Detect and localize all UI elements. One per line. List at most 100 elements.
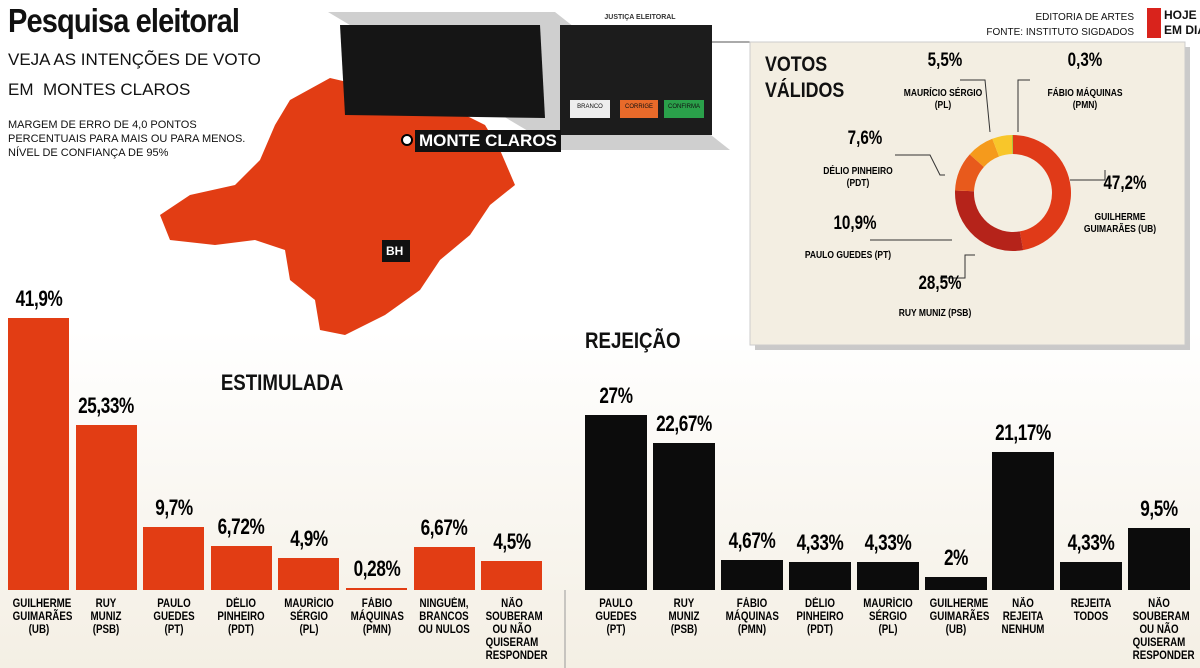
chart-title: REJEIÇÃO bbox=[585, 328, 681, 353]
note: MARGEM DE ERRO DE 4,0 PONTOS PERCENTUAIS… bbox=[8, 119, 246, 159]
logo-text: HOJE bbox=[1164, 8, 1197, 22]
subtitle: VEJA AS INTENÇÕES DE VOTO bbox=[8, 50, 261, 69]
ballot-screen bbox=[340, 25, 545, 118]
bar bbox=[278, 558, 340, 590]
pie-slice bbox=[955, 190, 1024, 252]
bar bbox=[346, 588, 407, 590]
bar bbox=[585, 414, 647, 590]
category-label: GUILHERME GUIMARÃES (UB) bbox=[1083, 212, 1157, 235]
pie-slice bbox=[992, 135, 1013, 157]
title: Pesquisa eleitoral bbox=[8, 2, 240, 39]
category-label: RUY MUNIZ (PSB) bbox=[90, 598, 122, 636]
value-label: 6,72% bbox=[217, 514, 265, 540]
subtitle: EM MONTES CLAROS bbox=[8, 80, 191, 99]
category-label: FÁBIO MÁQUINAS (PMN) bbox=[725, 598, 779, 636]
value-label: 10,9% bbox=[833, 213, 877, 234]
ballot-keypad bbox=[560, 25, 712, 135]
value-label: 21,17% bbox=[995, 420, 1052, 446]
bar bbox=[143, 526, 205, 590]
category-label: PAULO GUEDES (PT) bbox=[595, 598, 637, 636]
bar bbox=[788, 561, 851, 590]
ballot-key: BRANCO bbox=[577, 104, 603, 110]
key-white bbox=[570, 100, 610, 118]
category-label: DÉLIO PINHEIRO (PDT) bbox=[217, 598, 265, 636]
value-label: 2% bbox=[943, 545, 968, 570]
value-label: 47,2% bbox=[1103, 173, 1147, 194]
value-label: 0,28% bbox=[353, 556, 400, 582]
category-label: PAULO GUEDES (PT) bbox=[153, 598, 195, 636]
pie bbox=[955, 135, 1071, 252]
value-label: 28,5% bbox=[918, 273, 962, 294]
value-label: 4,5% bbox=[492, 528, 531, 554]
bar bbox=[856, 561, 919, 590]
bar bbox=[8, 317, 69, 590]
map-label: BH bbox=[386, 244, 404, 258]
chart-title: ESTIMULADA bbox=[220, 370, 344, 395]
category-label: MAURÍCIO SÉRGIO (PL) bbox=[862, 598, 913, 636]
category-label: NÃO SOUBERAM OU NÃO QUISERAM RESPONDER bbox=[1132, 598, 1195, 662]
map-label: MONTE CLAROS bbox=[415, 130, 561, 152]
bh-box bbox=[382, 240, 410, 262]
ballot-title: JUSTIÇA ELEITORAL bbox=[604, 14, 676, 21]
bar bbox=[924, 577, 987, 590]
category-label: DÉLIO PINHEIRO (PDT) bbox=[796, 598, 844, 636]
value-label: 4,9% bbox=[290, 526, 328, 552]
category-label: REJEITA TODOS bbox=[1071, 598, 1112, 623]
category-label: DÉLIO PINHEIRO (PDT) bbox=[823, 166, 893, 189]
value-label: 9,7% bbox=[154, 494, 193, 520]
category-label: FÁBIO MÁQUINAS (PMN) bbox=[350, 598, 404, 636]
pie-slice bbox=[1011, 135, 1013, 155]
logo-text: EM DIA bbox=[1164, 23, 1200, 37]
leader-line bbox=[960, 79, 991, 133]
category-label: MAURÍCIO SÉRGIO (PL) bbox=[903, 88, 983, 111]
value-label: 9,5% bbox=[1140, 496, 1178, 522]
category-label: RUY MUNIZ (PSB) bbox=[898, 308, 972, 319]
leader-line bbox=[1017, 79, 1030, 132]
value-label: 6,67% bbox=[420, 514, 468, 540]
pie-slice bbox=[1013, 135, 1071, 251]
value-label: 27% bbox=[599, 382, 633, 408]
chart-title: VOTOS VÁLIDOS bbox=[765, 53, 845, 102]
bar bbox=[75, 425, 137, 590]
key-orange bbox=[620, 100, 658, 118]
category-label: MAURÍCIO SÉRGIO (PL) bbox=[284, 598, 334, 636]
category-label: GUILHERME GUIMARÃES (UB) bbox=[929, 598, 989, 636]
ballot-key: CORRIGE bbox=[624, 104, 653, 110]
value-label: 4,67% bbox=[728, 527, 776, 553]
bar bbox=[413, 546, 475, 590]
value-label: 4,33% bbox=[864, 529, 911, 555]
category-label: NINGUÉM, BRANCOS OU NULOS bbox=[418, 598, 470, 636]
leader-line bbox=[895, 154, 945, 176]
category-label: FÁBIO MÁQUINAS (PMN) bbox=[1047, 88, 1123, 111]
category-label: NÃO SOUBERAM OU NÃO QUISERAM RESPONDER bbox=[485, 598, 548, 662]
category-label: GUILHERME GUIMARÃES (UB) bbox=[12, 598, 72, 636]
category-label: RUY MUNIZ (PSB) bbox=[668, 598, 700, 636]
category-label: NÃO REJEITA NENHUM bbox=[1001, 598, 1045, 636]
bar bbox=[481, 560, 543, 590]
bar bbox=[992, 452, 1055, 590]
value-label: 7,6% bbox=[847, 128, 883, 149]
value-label: 0,3% bbox=[1067, 50, 1103, 71]
pie-slice bbox=[969, 138, 1000, 168]
pie-slice bbox=[955, 154, 984, 192]
key-green bbox=[664, 100, 704, 118]
credit: FONTE: INSTITUTO SIGDADOS bbox=[986, 27, 1134, 38]
leaders bbox=[870, 79, 1106, 279]
leader-line bbox=[1070, 170, 1106, 181]
value-label: 4,33% bbox=[1067, 529, 1115, 555]
bar bbox=[652, 442, 715, 590]
bar bbox=[210, 546, 272, 590]
leader-line bbox=[940, 254, 975, 279]
bar bbox=[1128, 528, 1191, 590]
ballot-key: CONFIRMA bbox=[668, 104, 700, 110]
credit: EDITORIA DE ARTES bbox=[1035, 12, 1134, 23]
bar bbox=[1060, 561, 1123, 590]
category-label: PAULO GUEDES (PT) bbox=[804, 250, 892, 261]
map-point bbox=[401, 134, 413, 146]
value-label: 4,33% bbox=[796, 529, 844, 555]
value-label: 25,33% bbox=[78, 393, 135, 419]
value-label: 41,9% bbox=[15, 285, 62, 311]
value-label: 22,67% bbox=[655, 410, 712, 436]
